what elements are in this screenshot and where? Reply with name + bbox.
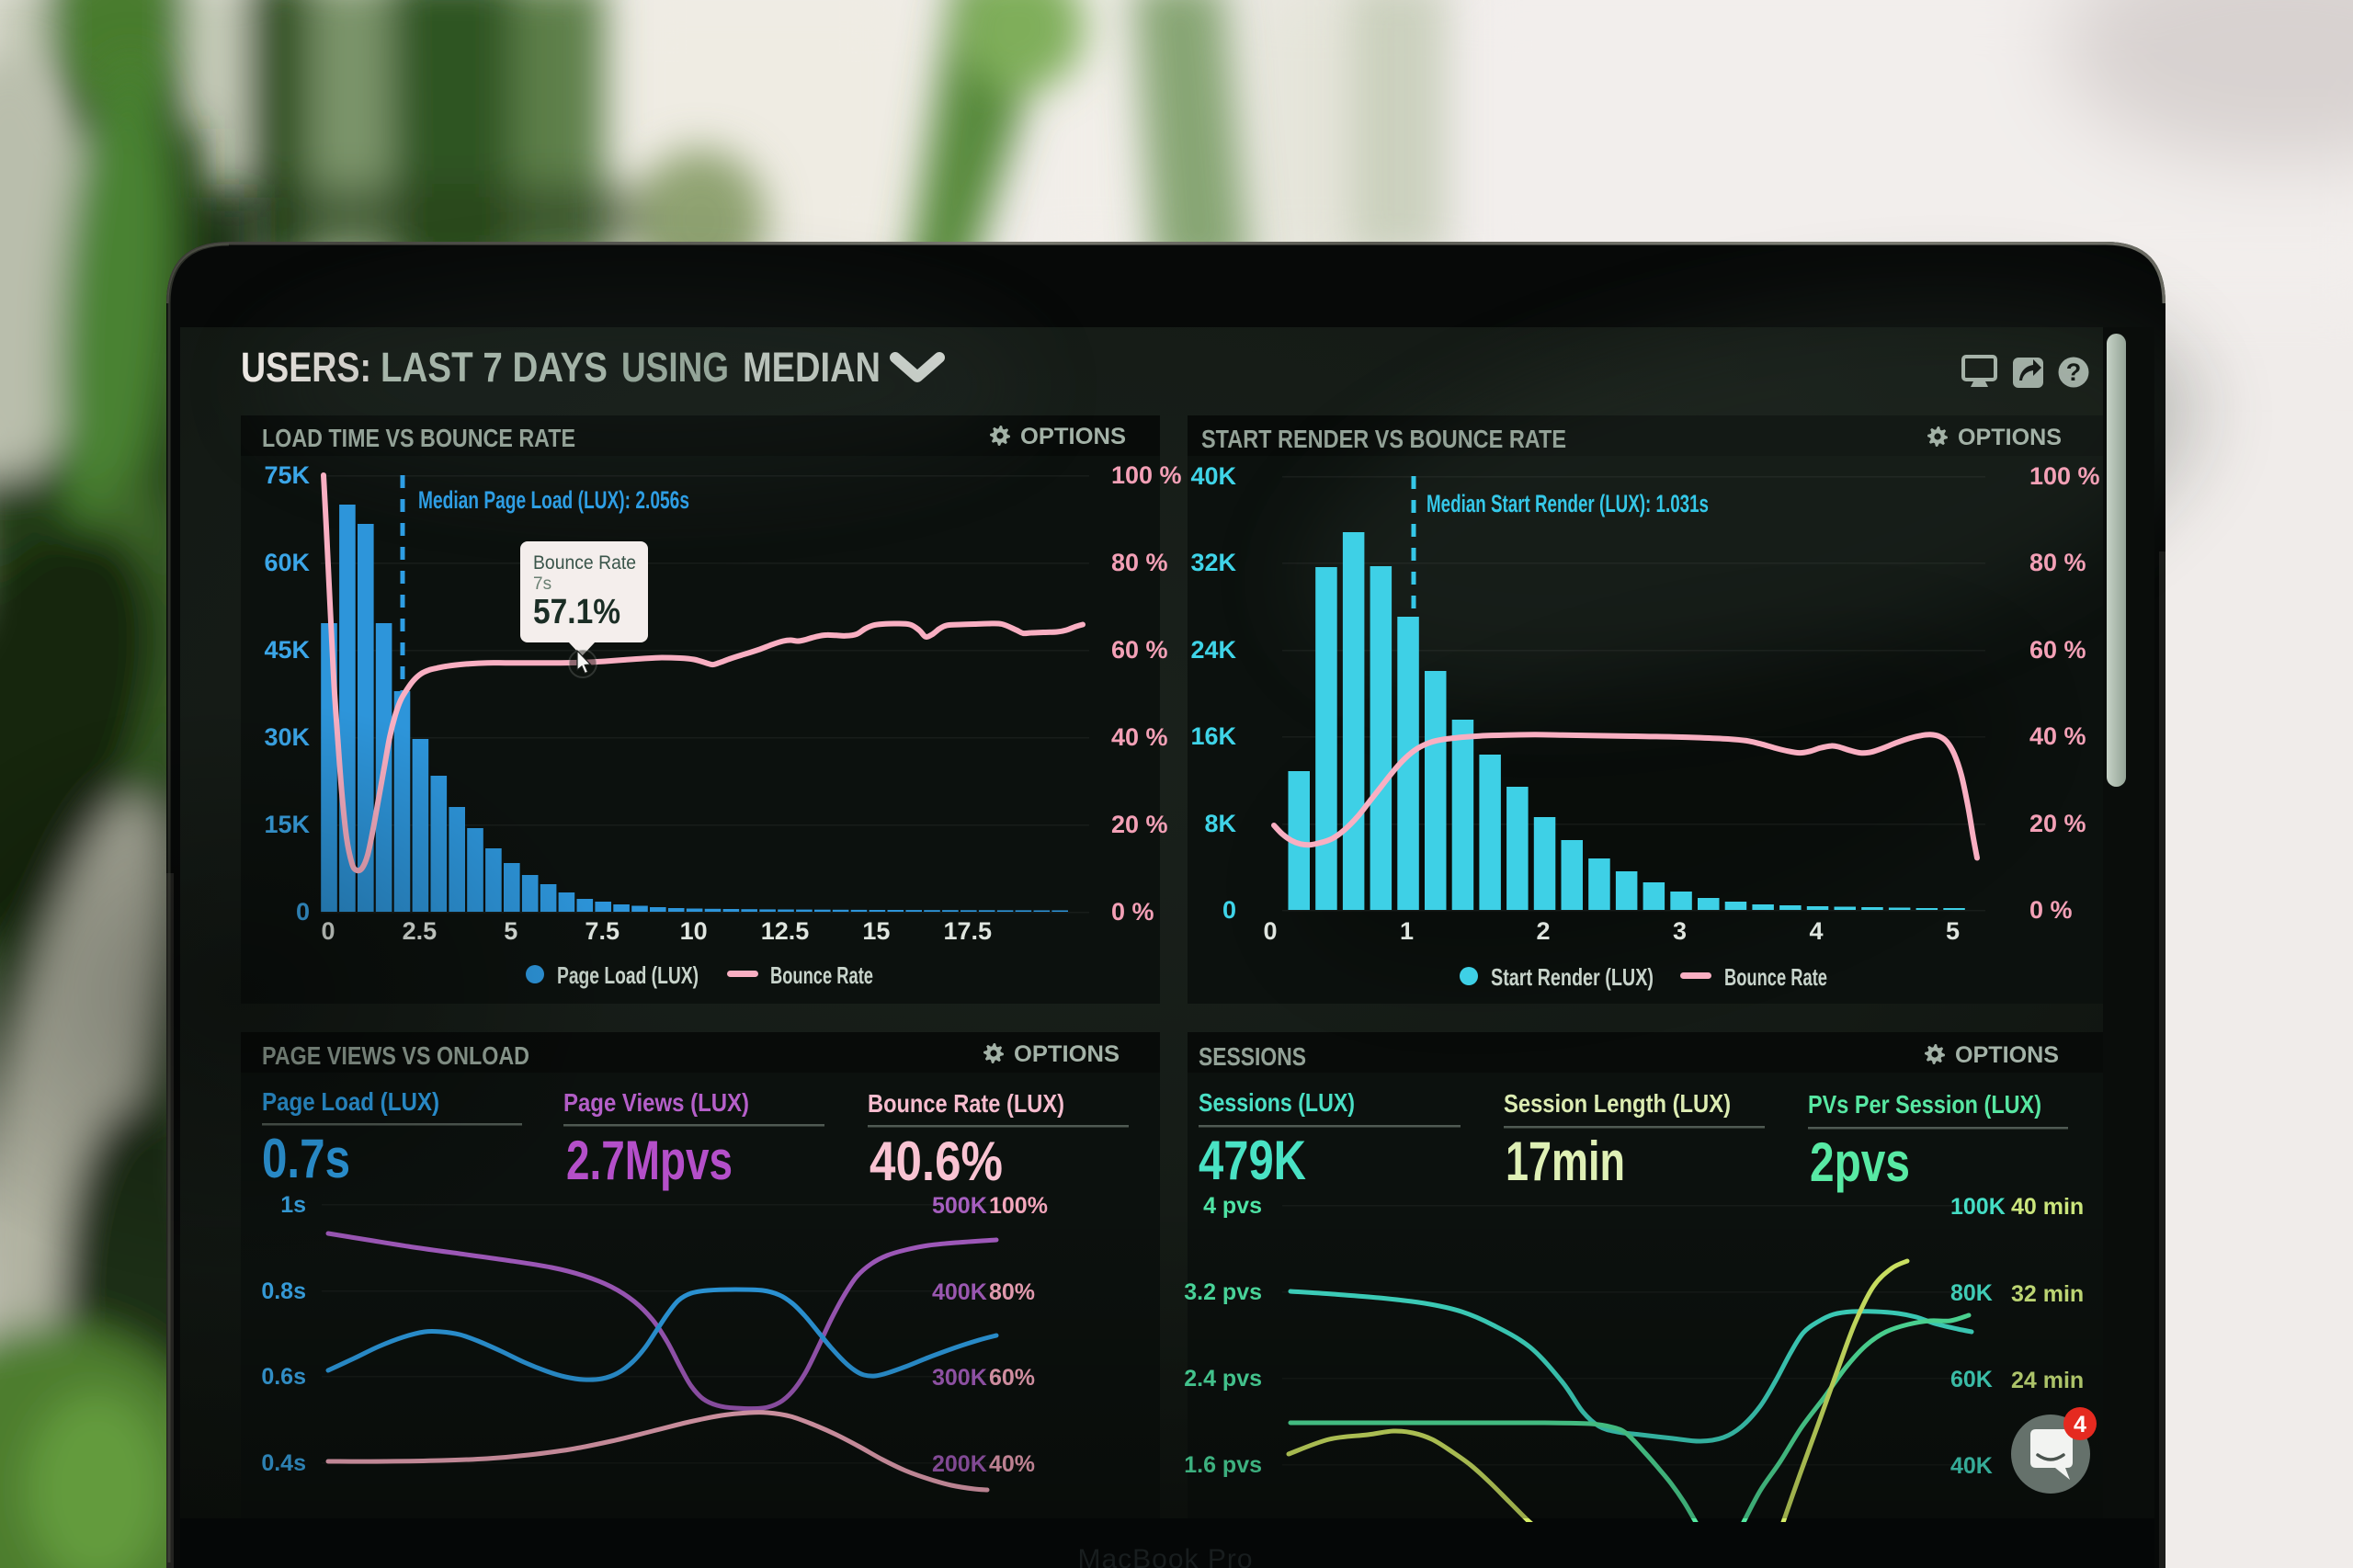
svg-text:57.1%: 57.1% [533,593,620,631]
svg-text:Median Start Render (LUX): 1.0: Median Start Render (LUX): 1.031s [1427,490,1709,517]
svg-text:7s: 7s [533,574,551,594]
svg-text:0: 0 [1222,896,1236,924]
svg-text:Session Length (LUX): Session Length (LUX) [1504,1089,1731,1118]
svg-text:479K: 479K [1199,1130,1306,1191]
svg-text:PVs Per Session (LUX): PVs Per Session (LUX) [1808,1090,2041,1119]
svg-text:100 %: 100 % [2029,462,2100,490]
svg-text:40K: 40K [1190,462,1236,490]
svg-text:45K: 45K [264,636,310,664]
svg-text:OPTIONS: OPTIONS [1014,1041,1120,1067]
svg-text:17min: 17min [1506,1131,1625,1192]
svg-text:OPTIONS: OPTIONS [1955,1042,2059,1068]
svg-text:17.5: 17.5 [944,917,993,945]
svg-text:5: 5 [1946,917,1960,945]
svg-text:60 %: 60 % [1111,636,1168,664]
svg-text:Bounce Rate (LUX): Bounce Rate (LUX) [868,1089,1064,1118]
svg-text:8K: 8K [1204,810,1236,837]
svg-text:16K: 16K [1190,722,1236,750]
svg-text:OPTIONS: OPTIONS [1020,424,1126,449]
svg-text:MacBook Pro: MacBook Pro [1077,1544,1253,1568]
svg-text:OPTIONS: OPTIONS [1958,425,2062,450]
svg-text:Median Page Load (LUX): 2.056s: Median Page Load (LUX): 2.056s [418,486,689,514]
svg-text:10: 10 [680,917,708,945]
svg-text:60K: 60K [264,549,310,576]
svg-text:0 %: 0 % [2029,896,2073,924]
svg-text:Sessions (LUX): Sessions (LUX) [1199,1088,1355,1117]
svg-text:START RENDER VS BOUNCE RATE: START RENDER VS BOUNCE RATE [1201,425,1566,453]
svg-text:15: 15 [862,917,890,945]
svg-text:4: 4 [2074,1412,2086,1437]
svg-text:80 %: 80 % [2029,549,2086,576]
svg-text:24K: 24K [1190,636,1236,664]
svg-text:20 %: 20 % [1111,811,1168,838]
svg-text:LOAD TIME VS BOUNCE RATE: LOAD TIME VS BOUNCE RATE [262,424,575,452]
svg-text:Bounce Rate: Bounce Rate [1724,963,1827,991]
svg-text:Bounce Rate: Bounce Rate [533,552,636,574]
svg-text:40 %: 40 % [1111,723,1168,751]
svg-text:100 %: 100 % [1111,461,1182,489]
svg-text:0 %: 0 % [1111,898,1154,926]
svg-text:Bounce Rate: Bounce Rate [770,961,873,989]
svg-text:Start Render (LUX): Start Render (LUX) [1491,963,1654,991]
svg-text:32K: 32K [1190,549,1236,576]
svg-text:12.5: 12.5 [761,917,810,945]
svg-text:0: 0 [1263,917,1277,945]
svg-text:40.6%: 40.6% [870,1131,1003,1192]
svg-text:60 %: 60 % [2029,636,2086,664]
svg-text:1: 1 [1400,917,1414,945]
svg-text:2.7Mpvs: 2.7Mpvs [566,1130,733,1191]
svg-text:40 %: 40 % [2029,722,2086,750]
svg-text:SESSIONS: SESSIONS [1199,1042,1306,1071]
svg-text:3: 3 [1673,917,1687,945]
svg-text:2pvs: 2pvs [1810,1131,1910,1193]
svg-text:2: 2 [1536,917,1550,945]
svg-text:75K: 75K [264,461,310,489]
svg-text:20 %: 20 % [2029,810,2086,837]
svg-text:80 %: 80 % [1111,549,1168,576]
svg-text:4: 4 [1809,917,1823,945]
